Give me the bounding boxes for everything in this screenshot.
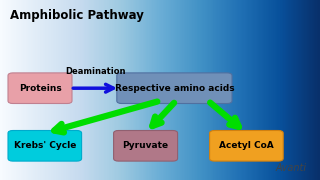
FancyBboxPatch shape: [117, 73, 232, 104]
Text: Pyruvate: Pyruvate: [123, 141, 169, 150]
FancyBboxPatch shape: [8, 130, 82, 161]
Text: Acetyl CoA: Acetyl CoA: [219, 141, 274, 150]
FancyBboxPatch shape: [210, 130, 283, 161]
FancyBboxPatch shape: [114, 130, 178, 161]
Text: Amphibolic Pathway: Amphibolic Pathway: [10, 9, 143, 22]
Text: Deamination: Deamination: [66, 68, 126, 76]
FancyBboxPatch shape: [8, 73, 72, 104]
Text: Proteins: Proteins: [19, 84, 61, 93]
Text: Avanti: Avanti: [276, 163, 307, 173]
Text: Respective amino acids: Respective amino acids: [115, 84, 234, 93]
Text: Krebs' Cycle: Krebs' Cycle: [14, 141, 76, 150]
